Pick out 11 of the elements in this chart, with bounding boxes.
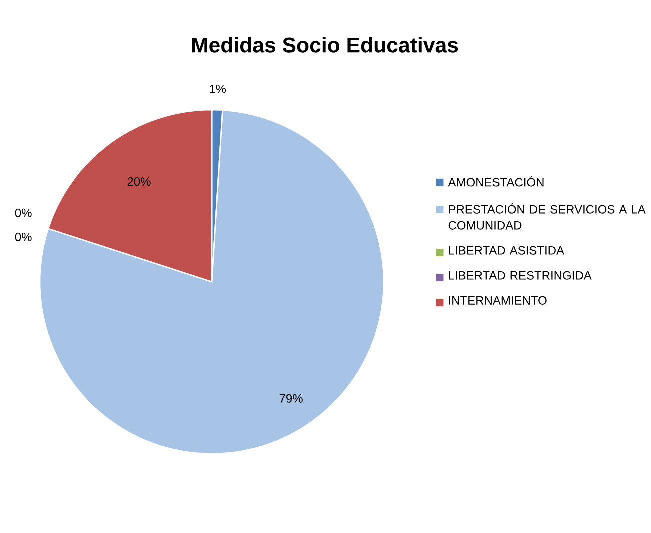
legend-label: INTERNAMIENTO [449, 296, 547, 305]
data-label: 79% [280, 394, 303, 403]
legend-label: AMONESTACIÓN [448, 176, 544, 187]
chart-title: Medidas Socio Educativas [192, 37, 458, 53]
text: 0% [15, 208, 32, 218]
legend-label: PRESTACIÓN DE SERVICIOS A LA COMUNIDAD [448, 203, 646, 230]
data-label: 1% [210, 84, 226, 94]
legend-label: LIBERTAD ASISTIDA [449, 246, 565, 255]
legend-label: LIBERTAD RESTRINGIDA [449, 271, 592, 280]
data-label: 20% [128, 178, 151, 186]
text: 0% [15, 232, 32, 242]
